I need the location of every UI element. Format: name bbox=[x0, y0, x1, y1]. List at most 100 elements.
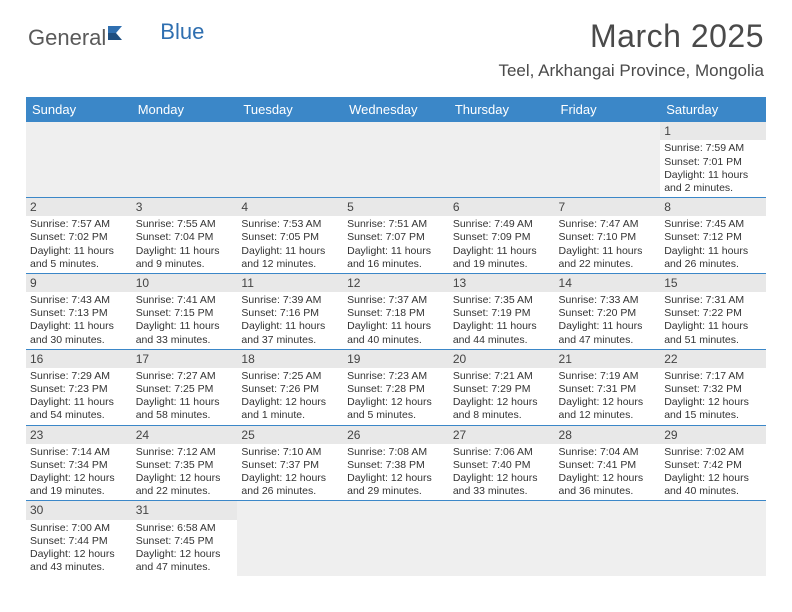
sunrise-text: Sunrise: 7:00 AM bbox=[30, 522, 128, 535]
day-header: Saturday bbox=[660, 97, 766, 122]
sunset-text: Sunset: 7:38 PM bbox=[347, 459, 445, 472]
logo-flag-icon bbox=[108, 24, 132, 50]
logo: General Blue bbox=[28, 18, 204, 52]
day-number: 2 bbox=[26, 198, 132, 216]
day-number: 1 bbox=[660, 122, 766, 140]
day-details: Sunrise: 7:43 AMSunset: 7:13 PMDaylight:… bbox=[26, 292, 132, 349]
sunrise-text: Sunrise: 7:25 AM bbox=[241, 370, 339, 383]
sunset-text: Sunset: 7:22 PM bbox=[664, 307, 762, 320]
day-number: 7 bbox=[555, 198, 661, 216]
empty-cell bbox=[343, 122, 449, 197]
day-cell: 12Sunrise: 7:37 AMSunset: 7:18 PMDayligh… bbox=[343, 273, 449, 349]
day-header: Wednesday bbox=[343, 97, 449, 122]
day-details: Sunrise: 7:27 AMSunset: 7:25 PMDaylight:… bbox=[132, 368, 238, 425]
week-row: 23Sunrise: 7:14 AMSunset: 7:34 PMDayligh… bbox=[26, 425, 766, 501]
sunset-text: Sunset: 7:01 PM bbox=[664, 156, 762, 169]
day-number: 23 bbox=[26, 426, 132, 444]
month-title: March 2025 bbox=[498, 18, 764, 55]
sunset-text: Sunset: 7:05 PM bbox=[241, 231, 339, 244]
empty-cell bbox=[26, 122, 132, 197]
week-row: 2Sunrise: 7:57 AMSunset: 7:02 PMDaylight… bbox=[26, 197, 766, 273]
daylight-text: Daylight: 11 hours and 54 minutes. bbox=[30, 396, 128, 422]
day-cell: 5Sunrise: 7:51 AMSunset: 7:07 PMDaylight… bbox=[343, 197, 449, 273]
day-number: 26 bbox=[343, 426, 449, 444]
day-cell: 22Sunrise: 7:17 AMSunset: 7:32 PMDayligh… bbox=[660, 349, 766, 425]
empty-cell bbox=[449, 501, 555, 576]
sunrise-text: Sunrise: 7:53 AM bbox=[241, 218, 339, 231]
sunrise-text: Sunrise: 7:02 AM bbox=[664, 446, 762, 459]
day-cell: 7Sunrise: 7:47 AMSunset: 7:10 PMDaylight… bbox=[555, 197, 661, 273]
day-details: Sunrise: 7:21 AMSunset: 7:29 PMDaylight:… bbox=[449, 368, 555, 425]
week-row: 1Sunrise: 7:59 AMSunset: 7:01 PMDaylight… bbox=[26, 122, 766, 197]
day-details: Sunrise: 7:14 AMSunset: 7:34 PMDaylight:… bbox=[26, 444, 132, 501]
daylight-text: Daylight: 11 hours and 40 minutes. bbox=[347, 320, 445, 346]
daylight-text: Daylight: 11 hours and 12 minutes. bbox=[241, 245, 339, 271]
day-details: Sunrise: 7:59 AMSunset: 7:01 PMDaylight:… bbox=[660, 140, 766, 197]
daylight-text: Daylight: 12 hours and 40 minutes. bbox=[664, 472, 762, 498]
daylight-text: Daylight: 11 hours and 44 minutes. bbox=[453, 320, 551, 346]
day-details: Sunrise: 7:55 AMSunset: 7:04 PMDaylight:… bbox=[132, 216, 238, 273]
sunrise-text: Sunrise: 7:45 AM bbox=[664, 218, 762, 231]
day-cell: 21Sunrise: 7:19 AMSunset: 7:31 PMDayligh… bbox=[555, 349, 661, 425]
day-cell: 4Sunrise: 7:53 AMSunset: 7:05 PMDaylight… bbox=[237, 197, 343, 273]
sunrise-text: Sunrise: 6:58 AM bbox=[136, 522, 234, 535]
sunset-text: Sunset: 7:37 PM bbox=[241, 459, 339, 472]
daylight-text: Daylight: 11 hours and 30 minutes. bbox=[30, 320, 128, 346]
day-header: Thursday bbox=[449, 97, 555, 122]
day-cell: 29Sunrise: 7:02 AMSunset: 7:42 PMDayligh… bbox=[660, 425, 766, 501]
day-details: Sunrise: 7:57 AMSunset: 7:02 PMDaylight:… bbox=[26, 216, 132, 273]
day-cell: 18Sunrise: 7:25 AMSunset: 7:26 PMDayligh… bbox=[237, 349, 343, 425]
day-number: 10 bbox=[132, 274, 238, 292]
sunrise-text: Sunrise: 7:29 AM bbox=[30, 370, 128, 383]
sunset-text: Sunset: 7:15 PM bbox=[136, 307, 234, 320]
sunrise-text: Sunrise: 7:51 AM bbox=[347, 218, 445, 231]
daylight-text: Daylight: 12 hours and 19 minutes. bbox=[30, 472, 128, 498]
day-cell: 28Sunrise: 7:04 AMSunset: 7:41 PMDayligh… bbox=[555, 425, 661, 501]
sunrise-text: Sunrise: 7:43 AM bbox=[30, 294, 128, 307]
sunrise-text: Sunrise: 7:12 AM bbox=[136, 446, 234, 459]
daylight-text: Daylight: 12 hours and 36 minutes. bbox=[559, 472, 657, 498]
day-header-row: SundayMondayTuesdayWednesdayThursdayFrid… bbox=[26, 97, 766, 122]
daylight-text: Daylight: 11 hours and 19 minutes. bbox=[453, 245, 551, 271]
daylight-text: Daylight: 11 hours and 22 minutes. bbox=[559, 245, 657, 271]
sunrise-text: Sunrise: 7:19 AM bbox=[559, 370, 657, 383]
sunset-text: Sunset: 7:09 PM bbox=[453, 231, 551, 244]
sunrise-text: Sunrise: 7:04 AM bbox=[559, 446, 657, 459]
daylight-text: Daylight: 12 hours and 26 minutes. bbox=[241, 472, 339, 498]
day-cell: 6Sunrise: 7:49 AMSunset: 7:09 PMDaylight… bbox=[449, 197, 555, 273]
sunset-text: Sunset: 7:12 PM bbox=[664, 231, 762, 244]
day-cell: 1Sunrise: 7:59 AMSunset: 7:01 PMDaylight… bbox=[660, 122, 766, 197]
day-number: 18 bbox=[237, 350, 343, 368]
day-header: Tuesday bbox=[237, 97, 343, 122]
week-row: 30Sunrise: 7:00 AMSunset: 7:44 PMDayligh… bbox=[26, 501, 766, 576]
day-number: 30 bbox=[26, 501, 132, 519]
sunset-text: Sunset: 7:25 PM bbox=[136, 383, 234, 396]
day-number: 22 bbox=[660, 350, 766, 368]
day-cell: 13Sunrise: 7:35 AMSunset: 7:19 PMDayligh… bbox=[449, 273, 555, 349]
sunset-text: Sunset: 7:20 PM bbox=[559, 307, 657, 320]
day-details: Sunrise: 7:51 AMSunset: 7:07 PMDaylight:… bbox=[343, 216, 449, 273]
calendar-table: SundayMondayTuesdayWednesdayThursdayFrid… bbox=[26, 97, 766, 576]
daylight-text: Daylight: 12 hours and 8 minutes. bbox=[453, 396, 551, 422]
day-cell: 24Sunrise: 7:12 AMSunset: 7:35 PMDayligh… bbox=[132, 425, 238, 501]
day-cell: 19Sunrise: 7:23 AMSunset: 7:28 PMDayligh… bbox=[343, 349, 449, 425]
sunrise-text: Sunrise: 7:27 AM bbox=[136, 370, 234, 383]
sunrise-text: Sunrise: 7:06 AM bbox=[453, 446, 551, 459]
sunset-text: Sunset: 7:44 PM bbox=[30, 535, 128, 548]
day-header: Sunday bbox=[26, 97, 132, 122]
title-block: March 2025 Teel, Arkhangai Province, Mon… bbox=[498, 18, 764, 81]
day-cell: 10Sunrise: 7:41 AMSunset: 7:15 PMDayligh… bbox=[132, 273, 238, 349]
day-header: Monday bbox=[132, 97, 238, 122]
sunrise-text: Sunrise: 7:14 AM bbox=[30, 446, 128, 459]
day-number: 13 bbox=[449, 274, 555, 292]
sunset-text: Sunset: 7:34 PM bbox=[30, 459, 128, 472]
sunrise-text: Sunrise: 7:55 AM bbox=[136, 218, 234, 231]
daylight-text: Daylight: 11 hours and 5 minutes. bbox=[30, 245, 128, 271]
day-number: 5 bbox=[343, 198, 449, 216]
logo-text-2: Blue bbox=[160, 19, 204, 45]
daylight-text: Daylight: 11 hours and 33 minutes. bbox=[136, 320, 234, 346]
day-number: 3 bbox=[132, 198, 238, 216]
day-details: Sunrise: 7:08 AMSunset: 7:38 PMDaylight:… bbox=[343, 444, 449, 501]
day-number: 17 bbox=[132, 350, 238, 368]
day-details: Sunrise: 7:06 AMSunset: 7:40 PMDaylight:… bbox=[449, 444, 555, 501]
